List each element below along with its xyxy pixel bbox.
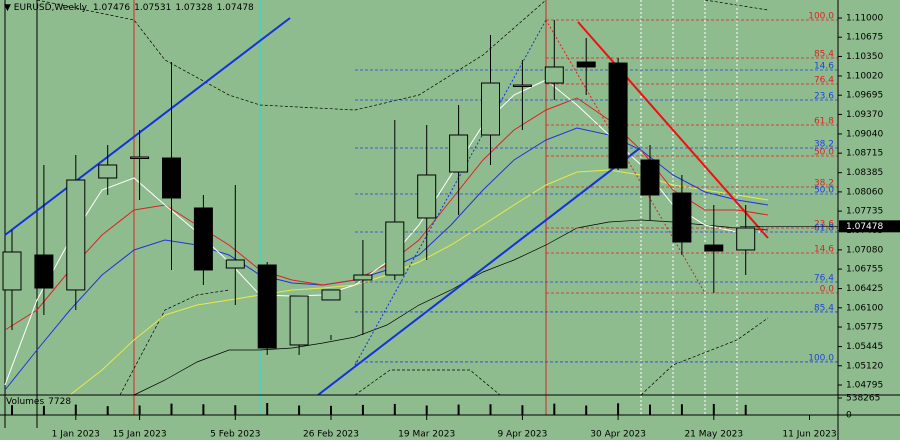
x-tick-label: 11 Jun 2023: [782, 430, 836, 440]
candle-body: [704, 244, 724, 252]
candle-body: [736, 227, 756, 251]
candle-body: [417, 174, 437, 219]
x-tick-label: 26 Feb 2023: [303, 430, 359, 440]
x-tick-label: 30 Apr 2023: [590, 430, 646, 440]
fib-base-line: [354, 19, 547, 366]
candle-body: [162, 157, 181, 199]
axes: 1.11000 1.10675 1.10350 1.10020 1.09695 1.093…: [52, 14, 900, 440]
x-tick-label: 9 Apr 2023: [497, 430, 547, 440]
volume-tick-label: 0: [846, 411, 852, 421]
y-tick-label: 1.06100: [846, 303, 883, 313]
volume-title: Volumes: [6, 397, 44, 407]
fib-level-label: 61.8: [814, 223, 834, 233]
y-tick-label: 1.05445: [846, 342, 883, 352]
x-tick-label: 5 Feb 2023: [210, 430, 260, 440]
candles: [2, 20, 756, 415]
header-close: 1.07478: [217, 3, 254, 13]
vertical-dotted-lines: [640, 0, 738, 415]
candle-body: [34, 254, 54, 289]
candle-body: [385, 221, 405, 276]
fib-level-label: 14.6: [814, 244, 834, 254]
fib-level-label: 61.8: [814, 117, 834, 127]
fib-level-label: 100.0: [808, 353, 834, 363]
candle-body: [225, 259, 245, 269]
fib-level-label: 100.0: [808, 12, 834, 22]
current-price-box: [839, 220, 900, 233]
header-high: 1.07531: [134, 3, 171, 13]
candle-body: [672, 192, 692, 243]
fib-level-label: 0.0: [820, 284, 835, 294]
volume-header: Volumes 7728: [6, 397, 71, 407]
y-tick-label: 1.07735: [846, 207, 883, 217]
candle-body: [544, 66, 564, 84]
candle-body: [257, 264, 277, 349]
y-tick-label: 1.10020: [846, 71, 883, 81]
y-tick-label: 1.05775: [846, 323, 883, 333]
fib-level-label: 76.4: [814, 76, 834, 86]
candle-body: [98, 164, 118, 179]
current-price-label: 1.07478: [846, 222, 883, 232]
fib-level-label: 23.6: [814, 91, 834, 101]
candle-body: [353, 274, 373, 281]
candle-body: [321, 289, 341, 301]
y-tick-label: 1.09370: [846, 110, 883, 120]
fib-level-label: 76.4: [814, 273, 834, 283]
y-tick-label: 1.06425: [846, 284, 883, 294]
fib-levels: 100.085.476.461.850.038.223.614.60.014.6…: [355, 12, 838, 363]
candle-body: [2, 251, 22, 291]
candle-body: [640, 159, 660, 196]
header-open: 1.07476: [93, 3, 130, 13]
chart-header: ▼ EURUSD,Weekly 1.07476 1.07531 1.07328 1.07…: [4, 3, 254, 13]
trend-line: [317, 147, 641, 396]
y-tick-label: 1.07080: [846, 245, 883, 255]
x-tick-label: 1 Jan 2023: [52, 430, 100, 440]
x-tick-label: 21 May 2023: [684, 430, 743, 440]
envelope-lower: [119, 289, 230, 396]
y-tick-label: 1.11000: [846, 14, 883, 24]
fib-level-label: 85.4: [814, 303, 834, 313]
volume-tick-label: 538265: [846, 394, 880, 404]
y-tick-label: 1.08715: [846, 149, 883, 159]
y-tick-label: 1.08385: [846, 168, 883, 178]
candle-body: [608, 62, 628, 169]
candle-body: [512, 84, 532, 88]
x-tick-label: 19 Mar 2023: [398, 430, 455, 440]
fib-level-label: 50.0: [814, 147, 834, 157]
volume-last: 7728: [48, 397, 71, 407]
candle-body: [481, 82, 500, 136]
candle-body: [576, 61, 596, 68]
fib-level-label: 38.2: [814, 178, 834, 188]
x-tick-label: 15 Jan 2023: [113, 430, 167, 440]
envelope-lower: [354, 369, 501, 396]
fib-level-label: 85.4: [814, 49, 834, 59]
candle-body: [66, 179, 86, 291]
y-tick-label: 1.10350: [846, 52, 883, 62]
trend-line: [4, 17, 291, 236]
y-tick-label: 1.04795: [846, 381, 883, 391]
y-tick-label: 1.09040: [846, 129, 883, 139]
symbol: EURUSD,Weekly: [14, 3, 88, 13]
envelope-lower: [640, 317, 769, 396]
y-tick-label: 1.10675: [846, 33, 883, 43]
ma-slow: [133, 219, 769, 396]
fib-level-label: 50.0: [814, 185, 834, 195]
candle-body: [130, 156, 150, 160]
fib-level-label: 38.2: [814, 140, 834, 150]
header-low: 1.07328: [175, 3, 212, 13]
candle-body: [193, 207, 213, 271]
candle-body: [289, 295, 309, 346]
fib-level-label: 14.6: [814, 62, 834, 72]
fib-level-label: 23.6: [814, 219, 834, 229]
envelope-upper: [36, 0, 547, 111]
y-tick-label: 1.05120: [846, 361, 883, 371]
y-tick-label: 1.06755: [846, 265, 883, 275]
trend-line: [577, 21, 769, 239]
envelope-upper: [704, 0, 769, 11]
y-tick-label: 1.09695: [846, 91, 883, 101]
candle-body: [449, 134, 469, 173]
y-tick-label: 1.08060: [846, 187, 883, 197]
header-marker: ▼: [4, 3, 14, 13]
